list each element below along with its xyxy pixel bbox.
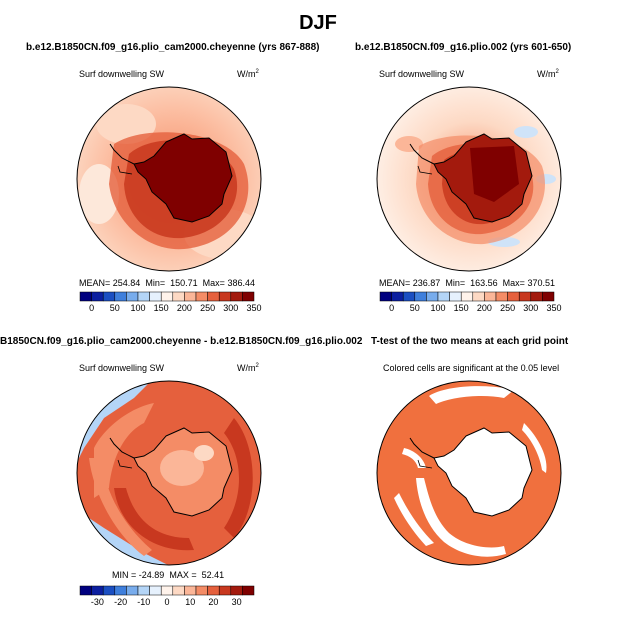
colorbar-tick-label: 200: [177, 303, 192, 313]
panel-2-units: W/m2: [537, 69, 559, 79]
colorbar-box: [495, 291, 508, 302]
colorbar-box: [402, 291, 416, 302]
panel-1-variable: Surf downwelling SW: [79, 69, 165, 79]
colorbar-box: [160, 585, 174, 596]
colorbar-box: [230, 291, 243, 302]
colorbar-tick-label: 50: [410, 303, 420, 313]
colorbar-tick-label: 0: [89, 303, 94, 313]
colorbar-box: [195, 585, 208, 596]
panel-3-map: [76, 380, 262, 566]
colorbar-tick-label: 150: [154, 303, 169, 313]
colorbar-tick-label: -10: [137, 597, 150, 607]
colorbar-box: [218, 585, 232, 596]
colorbar-box: [460, 291, 474, 302]
panel-2-variable: Surf downwelling SW: [379, 69, 465, 79]
colorbar-tick-label: 10: [185, 597, 195, 607]
panel-3-stats: MIN = -24.89 MAX = 52.41: [112, 570, 225, 580]
panel-1-units: W/m2: [237, 69, 259, 79]
colorbar-box: [172, 585, 185, 596]
colorbar-abs-2: 0 50 100 150 200 250 300 350: [379, 291, 562, 313]
colorbar-box: [79, 291, 92, 302]
colorbar-box: [507, 291, 520, 302]
panel-1-title: b.e12.B1850CN.f09_g16.plio_cam2000.cheye…: [26, 42, 320, 53]
colorbar-box: [114, 585, 127, 596]
colorbar-tick-label: 300: [523, 303, 538, 313]
main-title: DJF: [299, 12, 337, 34]
colorbar-tick-label: 350: [546, 303, 561, 313]
colorbar-box: [114, 291, 127, 302]
colorbar-tick-label: 150: [454, 303, 469, 313]
colorbar-box: [91, 585, 104, 596]
panel-2-stats: MEAN= 236.87 Min= 163.56 Max= 370.51: [379, 278, 555, 288]
colorbar-box: [149, 291, 162, 302]
colorbar-tick-label: 20: [208, 597, 218, 607]
colorbar-box: [242, 291, 255, 302]
colorbar-box: [102, 585, 116, 596]
colorbar-box: [160, 291, 174, 302]
colorbar-tick-label: 0: [389, 303, 394, 313]
colorbar-box: [542, 291, 555, 302]
panel-3-units: W/m2: [237, 363, 259, 373]
colorbar-tick-label: 250: [200, 303, 215, 313]
colorbar-box: [242, 585, 255, 596]
colorbar-box: [530, 291, 543, 302]
colorbar-box: [79, 585, 92, 596]
colorbar-tick-label: 100: [430, 303, 445, 313]
colorbar-box: [484, 291, 497, 302]
panel-4-title: T-test of the two means at each grid poi…: [371, 336, 569, 347]
colorbar-box: [437, 291, 450, 302]
colorbar-tick-label: 30: [232, 597, 242, 607]
panel-2-title: b.e12.B1850CN.f09_g16.plio.002 (yrs 601-…: [355, 42, 572, 53]
colorbar-box: [472, 291, 485, 302]
colorbar-box: [518, 291, 532, 302]
colorbar-tick-label: -30: [91, 597, 104, 607]
panel-4-note: Colored cells are significant at the 0.0…: [383, 363, 560, 373]
colorbar-tick-label: 50: [110, 303, 120, 313]
colorbar-box: [426, 291, 439, 302]
colorbar-tick-label: 300: [223, 303, 238, 313]
colorbar-tick-label: 0: [164, 597, 169, 607]
colorbar-box: [126, 291, 139, 302]
colorbar-box: [184, 291, 197, 302]
panel-3-title: B1850CN.f09_g16.plio_cam2000.cheyenne - …: [0, 336, 363, 347]
colorbar-box: [207, 585, 220, 596]
colorbar-box: [91, 291, 104, 302]
colorbar-box: [172, 291, 185, 302]
colorbar-box: [184, 585, 197, 596]
panel-3-variable: Surf downwelling SW: [79, 363, 165, 373]
colorbar-box: [126, 585, 139, 596]
colorbar-abs-1: 0 50 100 150 200 250 300 350: [79, 291, 262, 313]
panel-4-map: [376, 380, 562, 566]
colorbar-box: [449, 291, 462, 302]
colorbar-tick-label: 200: [477, 303, 492, 313]
colorbar-box: [195, 291, 208, 302]
colorbar-box: [137, 291, 150, 302]
colorbar-tick-label: 350: [246, 303, 261, 313]
panel-2-map: [376, 86, 562, 272]
colorbar-box: [137, 585, 150, 596]
panel-1-stats: MEAN= 254.84 Min= 150.71 Max= 386.44: [79, 278, 255, 288]
colorbar-tick-label: -20: [114, 597, 127, 607]
panel-1-map: [76, 86, 262, 272]
colorbar-tick-label: 100: [130, 303, 145, 313]
colorbar-box: [391, 291, 404, 302]
colorbar-box: [149, 585, 162, 596]
colorbar-box: [207, 291, 220, 302]
colorbar-tick-label: 250: [500, 303, 515, 313]
colorbar-box: [218, 291, 232, 302]
colorbar-box: [414, 291, 427, 302]
colorbar-diff: -30 -20 -10 0 10 20 30: [79, 585, 255, 607]
colorbar-box: [230, 585, 243, 596]
colorbar-box: [102, 291, 116, 302]
colorbar-box: [379, 291, 392, 302]
